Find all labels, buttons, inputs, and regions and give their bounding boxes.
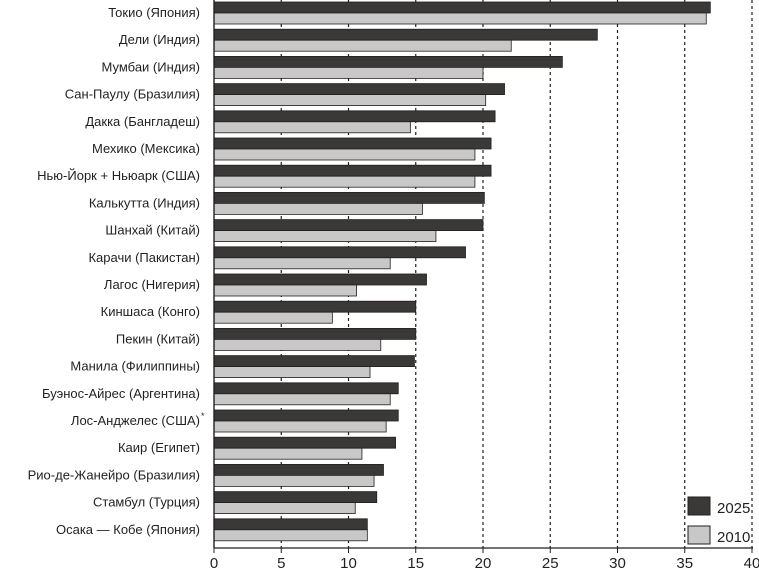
category-label: Карачи (Пакистан): [88, 250, 200, 265]
bar-2010: [213, 230, 437, 243]
bar-2025: [213, 436, 396, 449]
bar-2025: [213, 246, 466, 259]
bar-2025: [213, 355, 415, 368]
category-label: Токио (Япония): [108, 5, 200, 20]
bar-2025: [213, 56, 563, 68]
bar-2025: [213, 300, 417, 313]
x-tick-label: 25: [542, 555, 559, 570]
annotation-mark: *: [201, 411, 205, 421]
category-label: Мехико (Мексика): [92, 141, 200, 156]
bar-2025: [213, 28, 598, 41]
category-label: Мумбаи (Индия): [102, 59, 200, 74]
bar-2010: [213, 175, 476, 188]
bar-2010: [213, 529, 368, 542]
bar-2025: [213, 1, 711, 14]
bar-2025: [213, 327, 417, 340]
bar-2010: [213, 311, 333, 324]
x-tick-label: 15: [407, 555, 424, 570]
category-label: Рио-де-Жанейро (Бразилия): [28, 467, 200, 482]
bar-2010: [213, 393, 391, 406]
legend-swatch-2025: [687, 496, 711, 516]
bar-2025: [213, 273, 427, 286]
x-tick-label: 20: [475, 555, 492, 570]
category-label: Лагос (Нигерия): [104, 277, 200, 292]
bar-2010: [213, 474, 375, 487]
x-tick-label: 5: [277, 555, 285, 570]
x-tick-label: 0: [210, 555, 218, 570]
bar-2010: [213, 202, 423, 215]
category-label: Пекин (Китай): [116, 331, 200, 346]
category-label: Лос-Анджелес (США): [71, 413, 200, 428]
x-tick-label: 35: [676, 555, 693, 570]
category-label: Стамбул (Турция): [93, 495, 200, 510]
category-label: Калькутта (Индия): [89, 195, 200, 210]
legend: 2025 2010: [687, 496, 750, 546]
x-tick-label: 30: [609, 555, 626, 570]
bar-2025: [213, 219, 484, 232]
x-axis: 0 5 10 15 20 25 30 35 40: [210, 0, 759, 570]
bar-2025: [213, 518, 368, 531]
bar-2010: [213, 420, 387, 433]
bar-2025: [213, 191, 485, 204]
bar-2010: [213, 366, 371, 379]
legend-label-2025: 2025: [717, 500, 750, 517]
bar-2010: [213, 39, 512, 52]
bar-2010: [213, 67, 484, 79]
category-label: Манила (Филиппины): [70, 359, 200, 374]
category-label: Киншаса (Конго): [101, 304, 200, 319]
category-label: Дакка (Бангладеш): [85, 114, 200, 129]
x-tick-label: 10: [340, 555, 357, 570]
bar-2025: [213, 164, 492, 177]
bar-2025: [213, 463, 384, 476]
category-label: Сан-Паулу (Бразилия): [65, 87, 200, 102]
bar-2010: [213, 94, 487, 106]
x-tick-label: 40: [744, 555, 759, 570]
bars: [213, 1, 711, 542]
bar-2010: [213, 257, 391, 270]
bar-2025: [213, 137, 492, 150]
bar-2025: [213, 409, 399, 422]
legend-label-2010: 2010: [717, 529, 750, 546]
bar-2010: [213, 148, 476, 161]
bar-2010: [213, 447, 363, 460]
category-label: Каир (Египет): [118, 440, 200, 455]
bar-2025: [213, 110, 496, 123]
bar-2025: [213, 491, 378, 504]
category-label: Буэнос-Айрес (Аргентина): [42, 386, 200, 401]
bar-2010: [213, 12, 707, 25]
legend-swatch-2010: [687, 525, 711, 545]
bar-2025: [213, 382, 399, 395]
category-label: Осака — Кобе (Япония): [56, 522, 200, 537]
bar-2010: [213, 284, 357, 297]
category-labels: Токио (Япония) Дели (Индия) Мумбаи (Индия)…: [28, 5, 205, 537]
category-label: Нью-Йорк + Ньюарк (США): [37, 168, 200, 183]
bar-2010: [213, 121, 411, 134]
category-label: Дели (Индия): [119, 32, 200, 47]
bar-2025: [213, 83, 505, 95]
bar-2010: [213, 502, 356, 515]
bar-2010: [213, 338, 382, 351]
category-label: Шанхай (Китай): [105, 223, 200, 238]
